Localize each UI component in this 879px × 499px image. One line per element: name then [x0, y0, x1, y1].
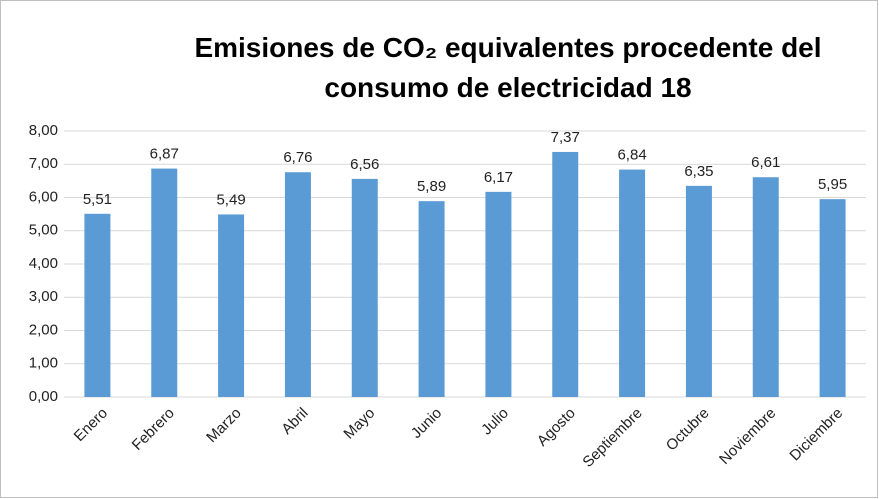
bar	[284, 172, 311, 397]
data-label: 7,37	[551, 129, 580, 146]
x-tick-label: Noviembre	[716, 405, 779, 468]
x-tick-label: Julio	[478, 405, 512, 439]
y-tick-label: 5,00	[29, 222, 58, 239]
data-label: 6,84	[617, 147, 646, 164]
data-label: 6,61	[751, 154, 780, 171]
data-label: 6,17	[484, 169, 513, 186]
data-label: 6,56	[350, 156, 379, 173]
y-tick-label: 0,00	[29, 388, 58, 405]
x-tick-label: Agosto	[534, 405, 579, 450]
data-label: 5,95	[818, 176, 847, 193]
data-label: 6,35	[684, 163, 713, 180]
x-tick-label: Diciembre	[786, 405, 846, 465]
bar	[418, 201, 445, 397]
data-label: 6,76	[283, 149, 312, 166]
bar	[619, 169, 646, 397]
x-tick-label: Enero	[71, 405, 111, 445]
y-tick-label: 1,00	[29, 355, 58, 372]
bar	[151, 168, 178, 397]
data-label: 6,87	[150, 146, 179, 163]
x-tick-label: Junio	[408, 405, 445, 442]
x-tick-label: Febrero	[129, 405, 178, 454]
bar	[819, 199, 846, 397]
data-label: 5,49	[216, 191, 245, 208]
data-label: 5,51	[83, 191, 112, 208]
y-tick-label: 6,00	[29, 188, 58, 205]
y-tick-label: 3,00	[29, 288, 58, 305]
x-tick-label: Marzo	[203, 405, 244, 446]
chart-title: Emisiones de CO₂ equivalentes procedente…	[194, 32, 822, 103]
y-tick-label: 4,00	[29, 255, 58, 272]
x-tick-label: Septiembre	[579, 405, 645, 471]
bar	[84, 213, 111, 397]
bar	[218, 214, 245, 397]
y-tick-label: 8,00	[29, 122, 58, 139]
bar	[552, 151, 579, 397]
bar	[485, 191, 512, 397]
y-tick-label: 2,00	[29, 321, 58, 338]
x-tick-label: Mayo	[340, 405, 378, 443]
data-label: 5,89	[417, 178, 446, 195]
x-tick-label: Octubre	[663, 405, 713, 455]
x-tick-label: Abril	[278, 405, 311, 438]
bar	[752, 177, 779, 397]
bar	[351, 178, 378, 397]
y-tick-label: 7,00	[29, 155, 58, 172]
bar	[685, 185, 712, 397]
